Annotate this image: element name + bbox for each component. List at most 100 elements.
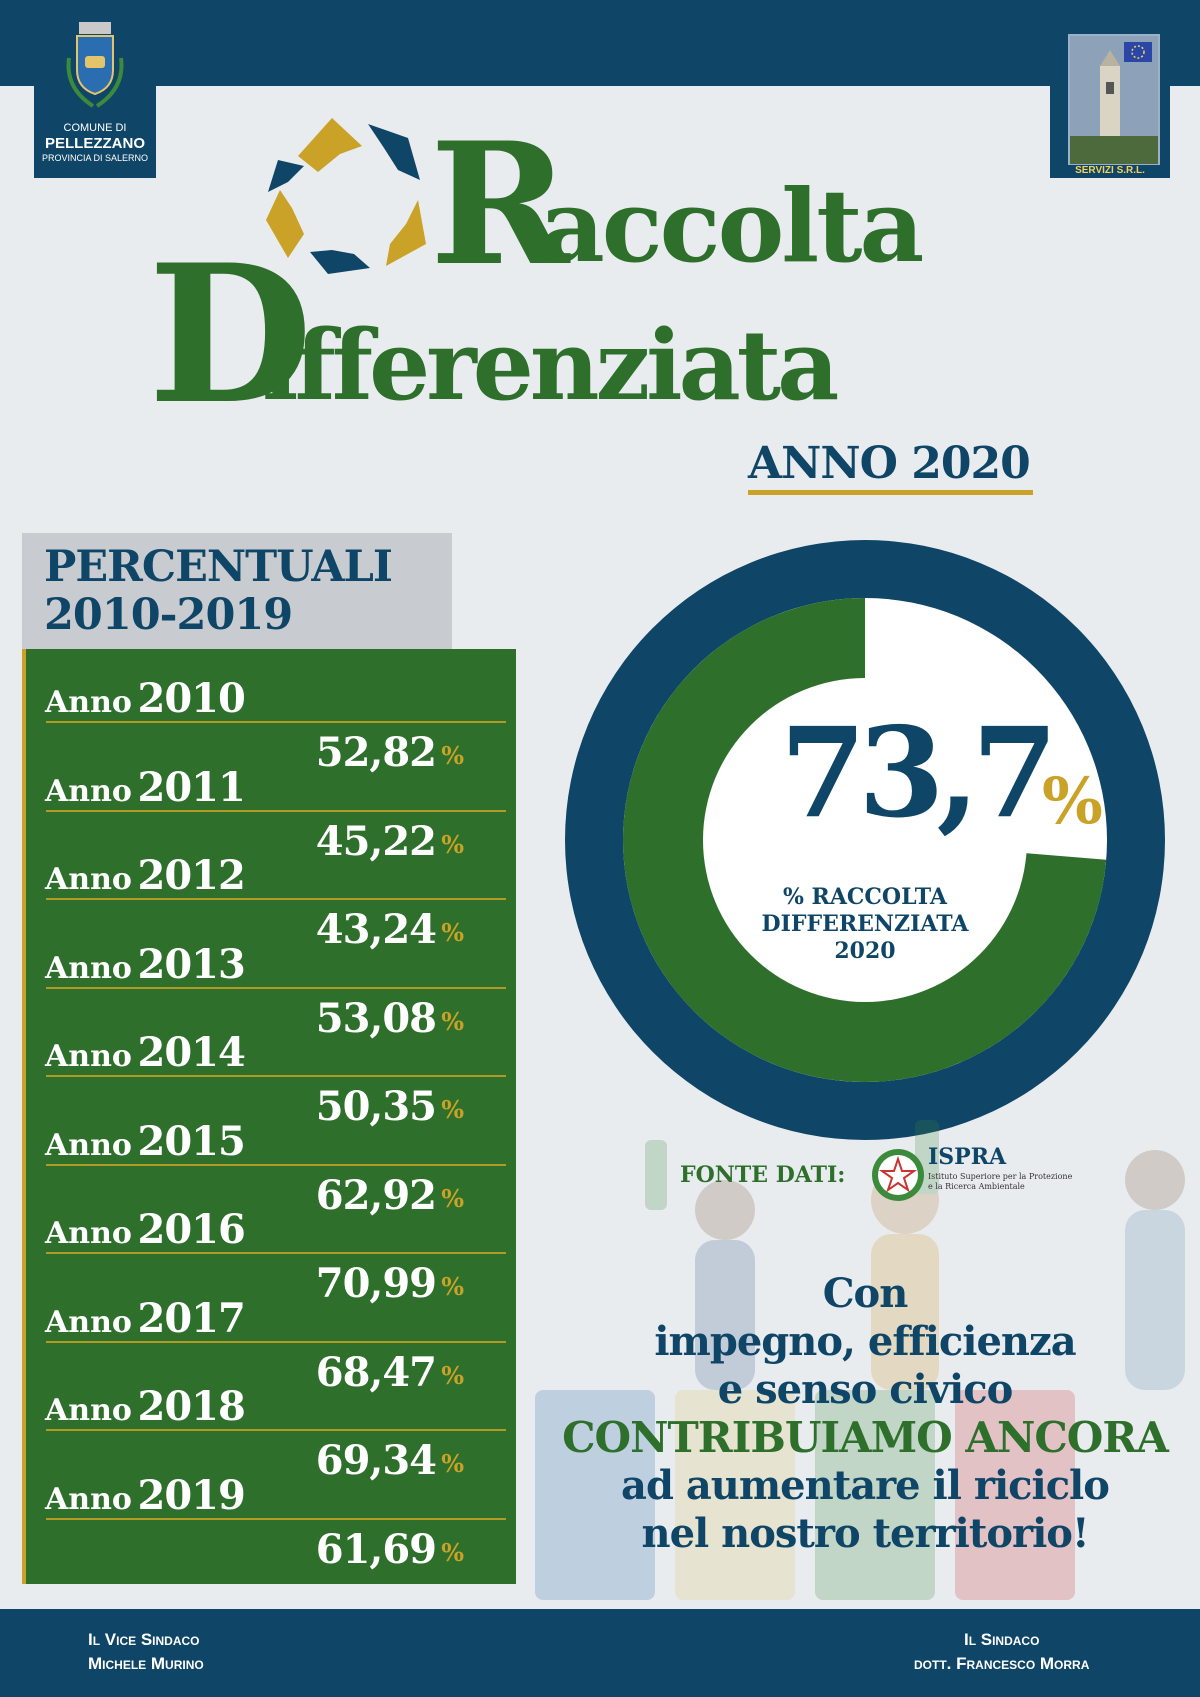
- percent-symbol: %: [441, 1537, 464, 1567]
- row-separator: [46, 1252, 506, 1254]
- year-label: Anno 2017: [45, 1294, 246, 1342]
- percent-symbol: %: [441, 918, 464, 947]
- year-word: Anno: [45, 1481, 132, 1517]
- year-row: Anno 2014 50,35%: [26, 1003, 516, 1130]
- year-percentage: 70,99: [315, 1260, 437, 1307]
- year-label: Anno 2013: [45, 941, 246, 988]
- year-percentage: 53,08: [315, 994, 437, 1042]
- year-percentage: 62,92: [315, 1171, 437, 1219]
- percent-symbol: %: [441, 829, 464, 859]
- percent-symbol: %: [441, 1006, 464, 1036]
- vice-mayor-role: Il Vice Sindaco: [88, 1630, 200, 1649]
- comune-logo: COMUNE DI PELLEZZANO PROVINCIA DI SALERN…: [34, 10, 156, 178]
- vice-mayor-signature: Il Vice Sindaco Michele Murino: [88, 1628, 204, 1676]
- slogan-line6: nel nostro territorio!: [641, 1510, 1089, 1557]
- year-percentage: 68,47: [315, 1348, 437, 1396]
- footer-bar: [0, 1609, 1200, 1697]
- gold-accent-line: [22, 649, 26, 1584]
- year-label: Anno 2010: [45, 675, 246, 722]
- title-initial-d: D: [148, 223, 313, 446]
- year-percentage: 43,24: [315, 906, 437, 953]
- row-separator: [46, 1163, 506, 1166]
- percentuali-heading-line2: 2010-2019: [44, 590, 293, 640]
- bell-tower-icon: [1070, 36, 1158, 164]
- recycle-icon: [266, 118, 426, 274]
- year-percentage: 45,22: [315, 817, 437, 865]
- slogan-line5: ad aumentare il riciclo: [621, 1462, 1110, 1509]
- donut-chart: [565, 540, 1165, 1140]
- row-separator: [46, 986, 506, 989]
- donut-caption: % RACCOLTA DIFFERENZIATA 2020: [740, 884, 990, 965]
- year-label: Anno 2018: [45, 1383, 246, 1430]
- title-word-raccolta: accolta: [540, 167, 924, 285]
- donut-caption-line3: 2020: [834, 938, 896, 964]
- row-separator: [46, 1517, 506, 1520]
- mayor-name: dott. Francesco Morra: [914, 1654, 1090, 1673]
- year-number: 2010: [137, 675, 246, 722]
- percent-symbol: %: [441, 1360, 464, 1390]
- year-number: 2017: [137, 1294, 246, 1342]
- year-row: Anno 2018 69,34%: [26, 1357, 516, 1484]
- row-separator: [46, 809, 506, 812]
- year-label: Anno 2015: [45, 1117, 246, 1165]
- donut-caption-line2: DIFFERENZIATA: [761, 911, 969, 937]
- row-separator: [46, 721, 506, 723]
- municipal-crest-icon: [66, 22, 124, 108]
- year-row: Anno 2019 61,69%: [26, 1446, 516, 1573]
- slogan-line3: e senso civico: [717, 1366, 1014, 1413]
- year-percentage: 50,35: [315, 1083, 437, 1130]
- mayor-signature: Il Sindaco dott. Francesco Morra: [914, 1628, 1089, 1676]
- year-label: Anno 2016: [45, 1206, 246, 1253]
- logo-line-pellezzano: PELLEZZANO: [45, 135, 145, 152]
- year-number: 2015: [137, 1117, 246, 1165]
- header-bar: [0, 0, 1200, 86]
- year-heading: ANNO 2020: [748, 438, 1031, 489]
- percentuali-heading-line1: PERCENTUALI: [44, 542, 393, 592]
- logo-line-comune-di: COMUNE DI: [63, 122, 127, 134]
- percent-symbol: %: [441, 741, 464, 770]
- slogan: Con impegno, efficienza e senso civico C…: [545, 1270, 1185, 1558]
- percentuali-table: Anno 2010 52,82% Anno 2011 45,22% Anno 2012 4…: [26, 649, 516, 1584]
- donut-hole: [703, 678, 1027, 1002]
- year-word: Anno: [45, 1127, 132, 1163]
- year-percentage: 61,69: [315, 1525, 437, 1573]
- year-word: Anno: [45, 1216, 132, 1251]
- donut-unit: %: [1042, 764, 1103, 839]
- year-label: Anno 2011: [45, 763, 246, 811]
- year-number: 2011: [137, 763, 246, 811]
- title-initial-r: R: [430, 105, 570, 303]
- year-word: Anno: [45, 862, 132, 897]
- year-word: Anno: [45, 1039, 132, 1074]
- year-underline: [748, 490, 1033, 495]
- year-row: Anno 2013 53,08%: [26, 915, 516, 1042]
- italian-republic-emblem-icon: [872, 1149, 924, 1201]
- percent-symbol: %: [441, 1449, 464, 1478]
- year-row: Anno 2015 62,92%: [26, 1092, 516, 1219]
- row-separator: [46, 1075, 506, 1077]
- slogan-line1: Con: [822, 1270, 909, 1317]
- year-label: Anno 2012: [45, 852, 246, 899]
- logo-line-provincia: PROVINCIA DI SALERNO: [41, 153, 149, 163]
- year-word: Anno: [45, 685, 132, 720]
- percent-symbol: %: [441, 1183, 464, 1213]
- year-word: Anno: [45, 950, 132, 986]
- source-ispra-subtitle: Istituto Superiore per la Protezione e l…: [928, 1172, 1073, 1191]
- year-row: Anno 2010 52,82%: [26, 649, 516, 776]
- slogan-line2: impegno, efficienza: [654, 1318, 1076, 1365]
- source-ispra-name: ISPRA: [928, 1144, 1007, 1170]
- servizi-label: SERVIZI S.R.L.: [1050, 165, 1170, 176]
- year-label: Anno 2014: [45, 1029, 246, 1076]
- pellezzano-servizi-logo: SERVIZI S.R.L.: [1050, 10, 1170, 178]
- title-word-differenziata: ifferenziata: [262, 309, 839, 422]
- year-number: 2016: [137, 1206, 246, 1253]
- year-word: Anno: [45, 773, 132, 809]
- year-percentage: 52,82: [315, 729, 437, 776]
- year-row: Anno 2012 43,24%: [26, 826, 516, 953]
- year-number: 2014: [137, 1029, 246, 1076]
- percentuali-heading-box: PERCENTUALI 2010-2019: [22, 533, 452, 649]
- year-label: Anno 2019: [45, 1472, 246, 1519]
- year-word: Anno: [45, 1304, 132, 1340]
- year-row: Anno 2011 45,22%: [26, 738, 516, 865]
- donut-caption-line1: % RACCOLTA: [782, 884, 947, 910]
- vice-mayor-name: Michele Murino: [88, 1654, 204, 1673]
